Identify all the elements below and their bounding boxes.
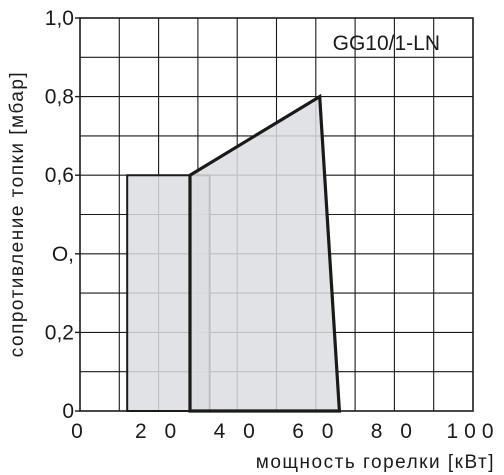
x-axis-label: мощность горелки [кВт] bbox=[256, 452, 495, 473]
chart-title: GG10/1-LN bbox=[333, 32, 440, 55]
y-tick-label: 0,8 bbox=[45, 86, 74, 109]
series-area-2 bbox=[188, 93, 342, 413]
x-tick-label: 2 0 bbox=[135, 420, 182, 443]
y-tick-label: 0 bbox=[62, 400, 74, 423]
y-ticks: 0 0,2 O, 0,6 0,8 1,0 bbox=[45, 7, 80, 423]
y-tick-label: 1,0 bbox=[45, 7, 74, 30]
y-tick-label: 0,2 bbox=[45, 321, 74, 344]
x-tick-label: 6 0 bbox=[292, 420, 339, 443]
x-tick-label: 8 0 bbox=[371, 420, 418, 443]
x-ticks: 0 2 0 4 0 6 0 8 0 100 bbox=[71, 420, 499, 443]
x-tick-label: 0 bbox=[71, 420, 89, 443]
x-tick-label: 100 bbox=[446, 420, 499, 443]
x-tick-label: 4 0 bbox=[214, 420, 261, 443]
y-tick-label: 0,6 bbox=[45, 164, 74, 187]
y-tick-label: O, bbox=[52, 243, 74, 266]
plot-frame bbox=[79, 17, 474, 412]
y-axis-label: сопротивление топки [мбар] bbox=[7, 71, 28, 357]
